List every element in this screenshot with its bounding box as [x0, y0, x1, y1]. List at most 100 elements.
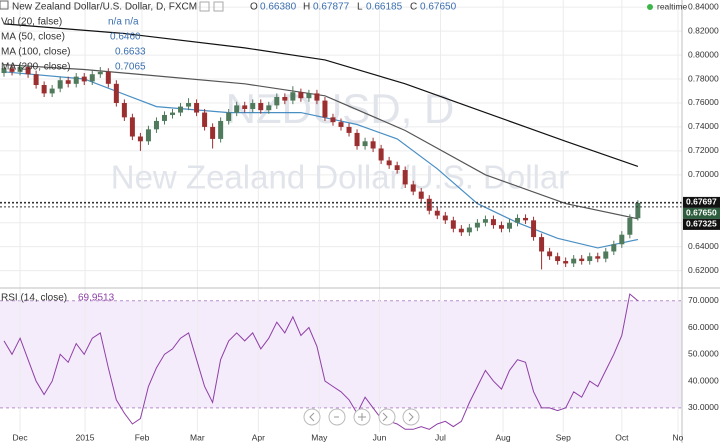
candle-body	[515, 217, 521, 223]
candle-body	[386, 160, 392, 166]
y-tick-label: 0.82000	[688, 25, 719, 35]
candle-body	[539, 237, 545, 252]
x-tick-label: Mar	[190, 432, 205, 442]
candle-body	[129, 117, 135, 137]
candle-body	[450, 220, 456, 229]
candle-body	[89, 74, 95, 82]
ohlc-key: H	[303, 2, 310, 13]
candle-body	[434, 210, 440, 216]
candle-body	[498, 225, 504, 229]
y-tick-label: 0.84000	[688, 1, 719, 11]
symbol-title: New Zealand Dollar/U.S. Dollar, D, FXCM	[12, 2, 197, 13]
nav-button[interactable]	[402, 408, 420, 426]
candle-body	[137, 136, 143, 142]
candle-body	[194, 102, 200, 113]
candle-body	[619, 234, 625, 245]
y-tick-label: 0.76000	[688, 97, 719, 107]
y-tick-label: 50.0000	[688, 349, 719, 359]
candle-body	[426, 198, 432, 211]
x-tick-label: Apr	[252, 432, 265, 442]
candle-body	[330, 117, 336, 123]
candle-body	[603, 251, 609, 259]
rsi-value: 69.9513	[78, 293, 115, 304]
candle-body	[97, 71, 103, 75]
ma-name: MA (50, close)	[1, 32, 65, 43]
candle-body	[531, 220, 537, 238]
ma-value: 0.7065	[115, 62, 146, 73]
y-tick-label: 0.80000	[688, 49, 719, 59]
y-tick-label: 30.0000	[688, 402, 719, 412]
candle-body	[523, 217, 529, 221]
candle-body	[25, 67, 31, 75]
candle-body	[458, 228, 464, 233]
candle-body	[57, 80, 63, 89]
candle-body	[306, 93, 312, 99]
candle-body	[362, 141, 368, 147]
y-tick-label: 0.72000	[688, 145, 719, 155]
candle-body	[442, 215, 448, 221]
candle-body	[145, 129, 151, 142]
nav-arrows	[309, 412, 414, 422]
candle-body	[547, 251, 553, 257]
candle-body	[394, 165, 400, 171]
candle-body	[490, 219, 496, 226]
y-tick-label: 0.78000	[688, 73, 719, 83]
candle-body	[611, 244, 617, 252]
candle-body	[121, 102, 127, 118]
candle-body	[73, 76, 79, 84]
candle-body	[250, 102, 256, 109]
candle-body	[186, 102, 192, 107]
indicator-name: Vol (20, false)	[1, 17, 62, 28]
candle-body	[274, 96, 280, 106]
price-flag-label: 0.67325	[686, 219, 717, 229]
candle-body	[579, 258, 585, 262]
ma-name: MA (100, close)	[1, 47, 70, 58]
candle-body	[41, 85, 47, 94]
candle-body	[474, 222, 480, 228]
collapse-icon[interactable]	[0, 0, 9, 10]
x-tick-label: Feb	[135, 432, 150, 442]
candle-body	[627, 217, 633, 235]
moving-average	[3, 71, 639, 249]
nav-button[interactable]	[303, 408, 321, 426]
candle-body	[178, 106, 184, 113]
candle-body	[266, 105, 272, 111]
candle-body	[587, 256, 593, 262]
hide-icon[interactable]	[213, 1, 224, 12]
price-flag	[683, 218, 720, 230]
ohlc-value: 0.67650	[420, 2, 457, 13]
settings-icon[interactable]	[199, 1, 210, 12]
ohlc-key: C	[410, 2, 417, 13]
candle-body	[65, 80, 71, 84]
candle-body	[410, 184, 416, 192]
price-flag	[683, 196, 720, 208]
y-tick-label: 0.70000	[688, 169, 719, 179]
status: realtime	[657, 1, 688, 11]
candle-body	[234, 105, 240, 113]
candle-body	[170, 112, 176, 115]
ohlc-value: 0.66380	[260, 2, 297, 13]
price-flag	[683, 207, 720, 219]
price-flag-label: 0.67697	[686, 197, 717, 207]
candle-body	[282, 96, 288, 101]
status-dot	[647, 4, 653, 10]
rsi-name: RSI (14, close)	[1, 293, 67, 304]
candle-body	[226, 112, 232, 121]
candle-body	[17, 67, 23, 72]
candle-body	[402, 170, 408, 185]
ma-value: 0.6460	[110, 32, 141, 43]
candle-body	[370, 141, 376, 149]
candle-body	[298, 92, 304, 99]
y-tick-label: 60.0000	[688, 322, 719, 332]
candle-body	[258, 102, 264, 111]
watermark: New Zealand Dollar/U.S. Dollar	[111, 159, 570, 196]
candle-body	[9, 68, 15, 72]
ohlc-value: 0.66185	[366, 2, 403, 13]
indicator-value: n/a n/a	[108, 17, 139, 28]
candle-body	[506, 222, 512, 229]
candle-body	[218, 120, 224, 139]
candle-body	[161, 114, 167, 121]
nav-buttons	[303, 408, 420, 426]
y-tick-label: 40.0000	[688, 375, 719, 385]
x-tick-label: May	[311, 432, 328, 442]
